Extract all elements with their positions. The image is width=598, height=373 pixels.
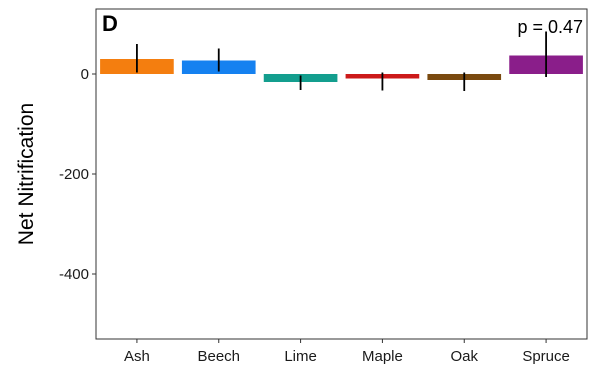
x-tick-label: Beech xyxy=(197,348,240,365)
x-tick-label: Oak xyxy=(450,348,478,365)
y-tick-label: -400 xyxy=(59,266,89,283)
x-tick-label: Lime xyxy=(284,348,317,365)
x-tick-label: Spruce xyxy=(522,348,570,365)
panel-label: D xyxy=(102,11,118,36)
error-bars-group xyxy=(136,31,547,91)
bars-group xyxy=(100,55,583,82)
x-tick-label: Ash xyxy=(124,348,150,365)
x-axis: Ash Beech Lime Maple Oak Spruce xyxy=(124,339,570,365)
y-tick-label: 0 xyxy=(81,66,89,83)
y-tick-label: -200 xyxy=(59,166,89,183)
y-axis-title: Net Nitrification xyxy=(15,103,38,245)
y-axis: 0 -200 -400 xyxy=(59,66,96,283)
p-value-annotation: p = 0.47 xyxy=(517,17,583,37)
x-tick-label: Maple xyxy=(362,348,403,365)
